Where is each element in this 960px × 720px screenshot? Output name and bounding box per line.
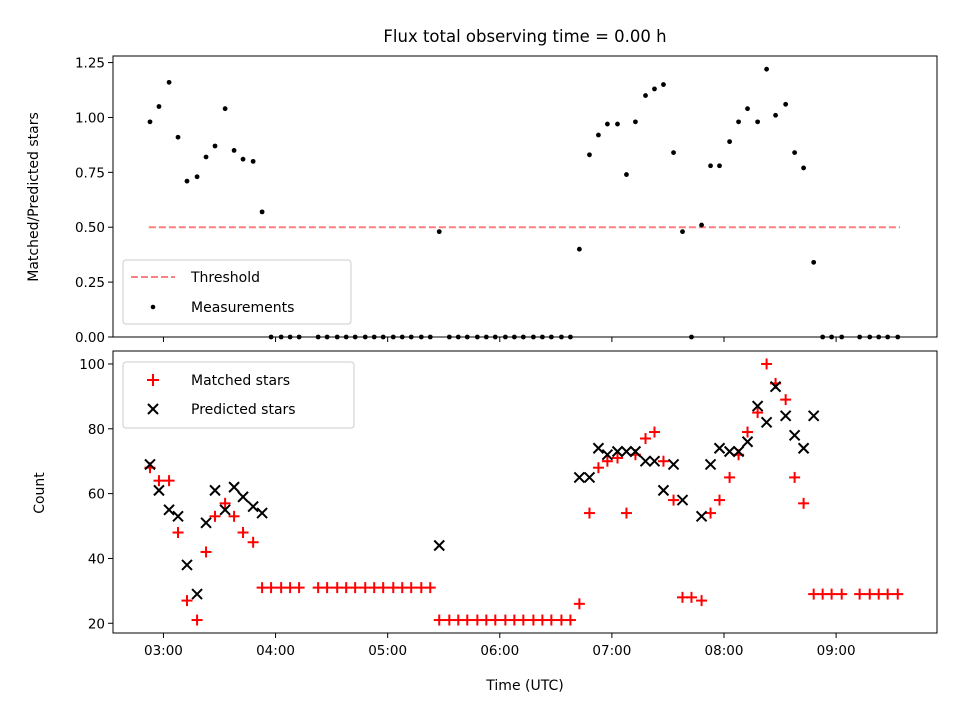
measurement-point bbox=[605, 122, 610, 127]
measurement-point bbox=[792, 150, 797, 155]
measurement-point bbox=[148, 119, 153, 124]
measurement-point bbox=[727, 139, 732, 144]
measurement-point bbox=[801, 166, 806, 171]
measurement-point bbox=[633, 119, 638, 124]
measurement-point bbox=[204, 155, 209, 160]
measurement-point bbox=[745, 106, 750, 111]
measurement-point bbox=[717, 163, 722, 168]
x-axis-label: Time (UTC) bbox=[485, 678, 563, 694]
measurement-point bbox=[577, 247, 582, 252]
measurements-legend-label: Measurements bbox=[191, 300, 294, 316]
measurement-point bbox=[615, 122, 620, 127]
y-tick-label: 40 bbox=[88, 551, 105, 567]
measurement-point bbox=[652, 87, 657, 92]
measurement-point bbox=[811, 260, 816, 265]
bottom-legend: Matched stars Predicted stars bbox=[123, 362, 354, 428]
measurement-point bbox=[213, 144, 218, 149]
predicted-legend-label: Predicted stars bbox=[191, 402, 296, 418]
matched-legend-label: Matched stars bbox=[191, 373, 290, 389]
measurement-point bbox=[643, 93, 648, 98]
figure-background bbox=[0, 0, 960, 720]
measurement-point bbox=[661, 82, 666, 87]
x-tick-label: 05:00 bbox=[368, 643, 407, 659]
measurement-point bbox=[241, 157, 246, 162]
measurement-point bbox=[167, 80, 172, 85]
measurement-point bbox=[157, 104, 162, 109]
measurement-point bbox=[232, 148, 237, 153]
y-tick-label: 80 bbox=[88, 422, 105, 438]
measurement-point bbox=[624, 172, 629, 177]
y-tick-label: 0.50 bbox=[75, 220, 105, 236]
chart-title: Flux total observing time = 0.00 h bbox=[383, 27, 666, 46]
measurement-point bbox=[437, 229, 442, 234]
y-tick-label: 1.25 bbox=[75, 56, 105, 72]
measurement-point bbox=[251, 159, 256, 164]
threshold-legend-label: Threshold bbox=[190, 270, 260, 286]
x-tick-label: 06:00 bbox=[480, 643, 519, 659]
x-tick-label: 07:00 bbox=[592, 643, 631, 659]
x-tick-label: 09:00 bbox=[817, 643, 856, 659]
measurement-point bbox=[708, 163, 713, 168]
measurement-point bbox=[596, 133, 601, 138]
measurement-point bbox=[176, 135, 181, 140]
y-tick-label: 1.00 bbox=[75, 110, 105, 126]
measurement-point bbox=[185, 179, 190, 184]
measurement-point bbox=[736, 119, 741, 124]
bottom-y-axis-label: Count bbox=[32, 472, 48, 514]
y-tick-label: 60 bbox=[88, 487, 105, 503]
y-tick-label: 0.00 bbox=[75, 330, 105, 346]
figure: Flux total observing time = 0.00 h Match… bbox=[0, 0, 960, 720]
measurements-legend-swatch bbox=[151, 305, 156, 310]
measurement-point bbox=[773, 113, 778, 118]
y-tick-label: 20 bbox=[88, 616, 105, 632]
measurement-point bbox=[680, 229, 685, 234]
measurement-point bbox=[260, 209, 265, 214]
measurement-point bbox=[755, 119, 760, 124]
bottom-legend-box bbox=[123, 362, 354, 428]
measurement-point bbox=[699, 223, 704, 228]
top-legend: Threshold Measurements bbox=[123, 260, 351, 324]
measurement-point bbox=[783, 102, 788, 107]
y-tick-label: 0.25 bbox=[75, 275, 105, 291]
measurement-point bbox=[587, 152, 592, 157]
y-tick-label: 0.75 bbox=[75, 165, 105, 181]
x-tick-label: 03:00 bbox=[144, 643, 183, 659]
top-y-axis-label: Matched/Predicted stars bbox=[26, 112, 42, 282]
y-tick-label: 100 bbox=[79, 357, 105, 373]
measurement-point bbox=[223, 106, 228, 111]
measurement-point bbox=[671, 150, 676, 155]
x-tick-label: 04:00 bbox=[256, 643, 295, 659]
measurement-point bbox=[764, 67, 769, 72]
x-tick-label: 08:00 bbox=[705, 643, 744, 659]
measurement-point bbox=[195, 174, 200, 179]
